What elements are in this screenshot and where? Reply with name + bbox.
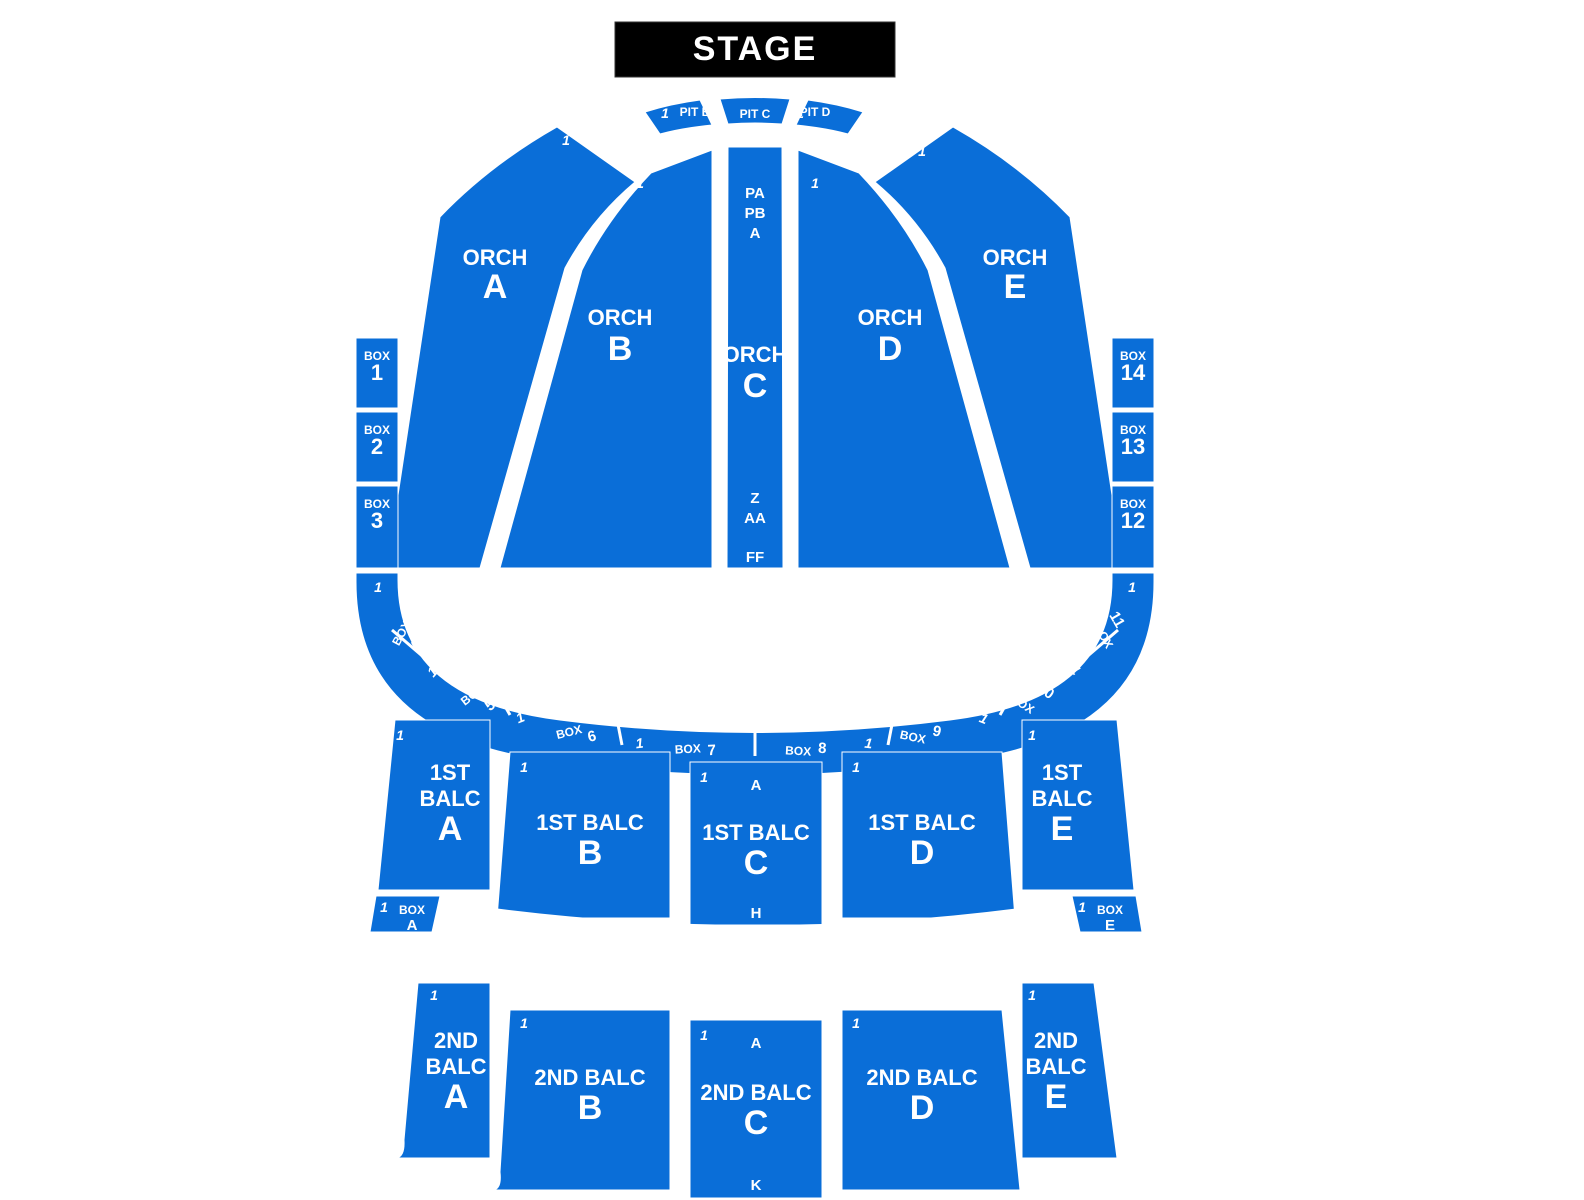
label2-balc1-e: BALC (1031, 786, 1092, 811)
num-box-2: 2 (371, 434, 383, 459)
letter-balc1-c: C (744, 844, 769, 882)
label: 1 (520, 1015, 528, 1031)
label-box-a: BOX (399, 903, 425, 917)
label-pit-b: PIT B (680, 105, 711, 119)
label-pit-d: PIT D (800, 105, 831, 119)
label1-balc1-d: 1ST BALC (868, 810, 976, 835)
seating-chart: STAGEPIT B1PIT CPIT D1ORCHA1ORCHB1ORCHCO… (0, 0, 1584, 1200)
arc-label: 8 (818, 740, 827, 757)
one-orch-d: 1 (811, 175, 819, 191)
letter-balc1-a: A (438, 810, 463, 848)
label: 1 (700, 1027, 708, 1043)
num-box-14: 14 (1121, 360, 1146, 385)
arc-label: 7 (707, 742, 716, 759)
num-box-1: 1 (371, 360, 383, 385)
one-balc1-e: 1 (1028, 727, 1036, 743)
one-balc1-c: 1 (700, 769, 708, 785)
label1-balc1-c: 1ST BALC (702, 820, 810, 845)
arc-label: 1 (374, 579, 382, 595)
label: D (910, 1089, 935, 1127)
label: E (1045, 1078, 1068, 1116)
arc-label: 1 (1128, 579, 1136, 595)
letter-box-e: E (1105, 917, 1115, 934)
letter-orch-e: E (1004, 268, 1027, 306)
label-orch-d: ORCH (858, 305, 923, 330)
arc-label: BOX (674, 741, 701, 756)
label: B (578, 1089, 603, 1127)
letter-orch-a: A (483, 268, 508, 306)
label-orch-c: ORCH (723, 342, 788, 367)
one-orch-a: 1 (562, 132, 570, 148)
num-box-12: 12 (1121, 508, 1145, 533)
label-pit-c: PIT C (740, 107, 771, 121)
label: C (744, 1104, 769, 1142)
one-orch-b: 1 (636, 175, 644, 191)
label: 2ND (1034, 1028, 1078, 1053)
one-balc1-a: 1 (396, 727, 404, 743)
one-balc1-b: 1 (520, 759, 528, 775)
row-z: Z (750, 490, 759, 507)
label1-balc1-e: 1ST (1042, 760, 1083, 785)
label: BALC (1025, 1054, 1086, 1079)
label: 2ND BALC (700, 1080, 811, 1105)
label: BALC (425, 1054, 486, 1079)
letter-box-a: A (407, 917, 418, 934)
row-pb: PB (745, 205, 766, 222)
label: 2ND BALC (866, 1065, 977, 1090)
label1-balc1-b: 1ST BALC (536, 810, 644, 835)
label: 1 (852, 1015, 860, 1031)
letter-balc1-d: D (910, 834, 935, 872)
one-orch-e: 1 (918, 143, 926, 159)
label: A (444, 1078, 469, 1116)
letter-balc1-e: E (1051, 810, 1074, 848)
row-ff: FF (746, 549, 764, 566)
one-pit-b: 1 (661, 105, 669, 121)
letter-balc1-b: B (578, 834, 603, 872)
one-balc1-d: 1 (852, 759, 860, 775)
label: 1 (1028, 987, 1036, 1003)
label-box-e: BOX (1097, 903, 1123, 917)
letter-orch-c: C (743, 367, 768, 405)
num-box-3: 3 (371, 508, 383, 533)
row-aa: AA (744, 510, 766, 527)
label: 2ND (434, 1028, 478, 1053)
label-orch-a: ORCH (463, 245, 528, 270)
one-pit-d: 1 (796, 105, 804, 121)
one-box-e: 1 (1078, 899, 1086, 915)
label: A (751, 1035, 762, 1052)
row-a: A (750, 225, 761, 242)
num-box-13: 13 (1121, 434, 1145, 459)
arc-label: BOX (785, 743, 812, 758)
balc1-row-top: A (751, 777, 762, 794)
label1-balc1-a: 1ST (430, 760, 471, 785)
label: 1 (430, 987, 438, 1003)
label-orch-b: ORCH (588, 305, 653, 330)
stage-label: STAGE (693, 30, 818, 68)
row-pa: PA (745, 185, 765, 202)
letter-orch-d: D (878, 330, 903, 368)
letter-orch-b: B (608, 330, 633, 368)
label: 2ND BALC (534, 1065, 645, 1090)
one-box-a: 1 (380, 899, 388, 915)
balc1-row-bot: H (751, 905, 762, 922)
label: K (751, 1177, 762, 1194)
label-orch-e: ORCH (983, 245, 1048, 270)
label2-balc1-a: BALC (419, 786, 480, 811)
